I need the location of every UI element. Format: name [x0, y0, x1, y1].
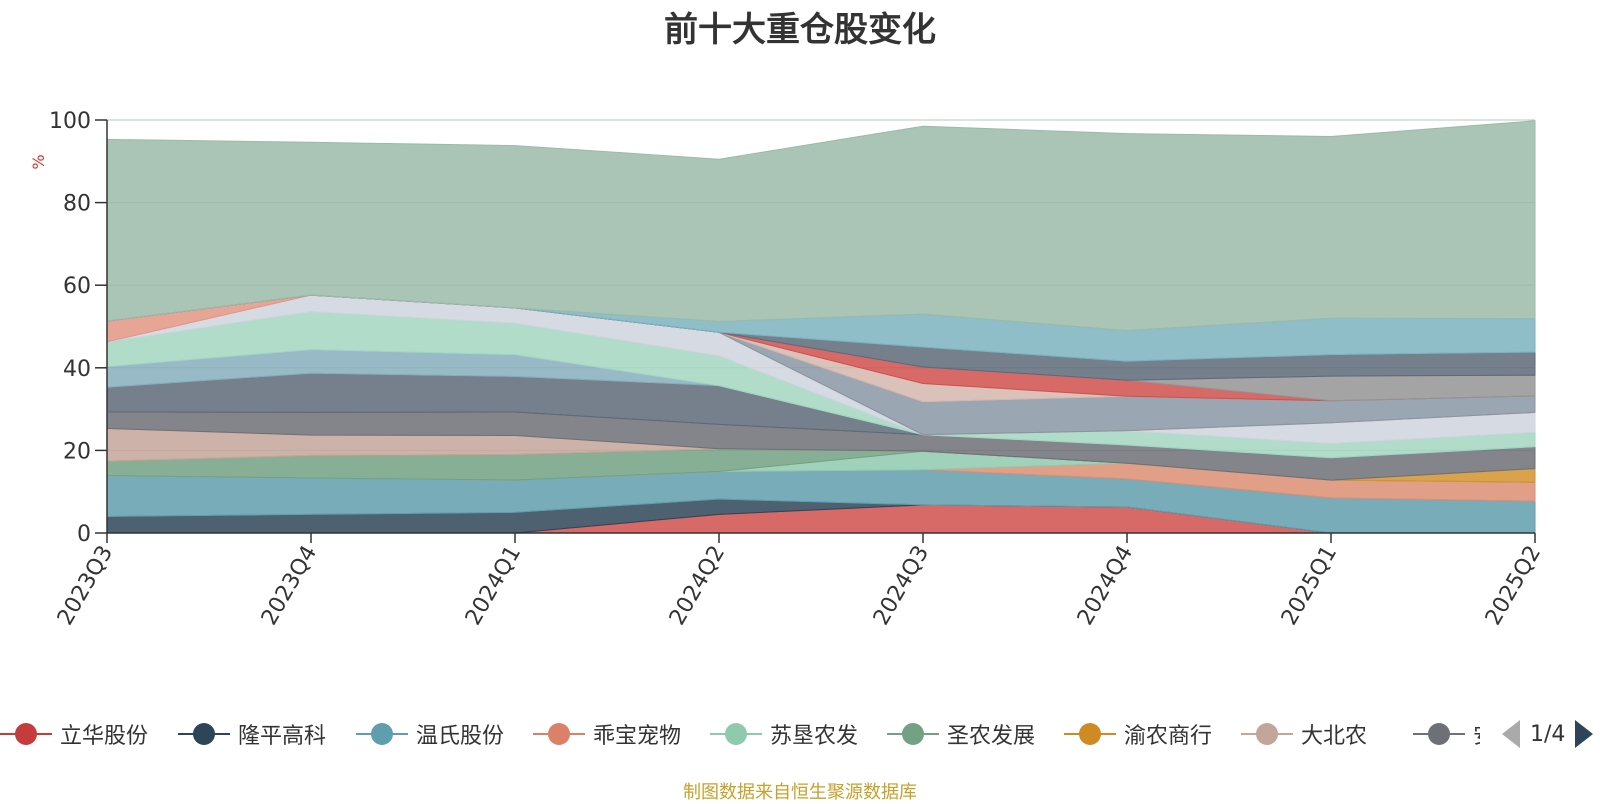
legend-pager: 1/4 — [1500, 714, 1595, 754]
y-tick-label: 40 — [63, 357, 91, 382]
y-axis-unit-label: % — [29, 154, 48, 169]
x-tick-label: 2023Q3 — [53, 542, 118, 630]
legend-item[interactable]: 立华股份 — [0, 714, 148, 754]
legend-label: 乖宝宠物 — [593, 724, 682, 749]
y-tick-label: 20 — [63, 439, 91, 464]
x-tick-label: 2023Q4 — [257, 542, 322, 630]
legend-item[interactable]: 隆平高科 — [178, 714, 326, 754]
x-tick-label: 2025Q1 — [1277, 542, 1342, 630]
legend-label: 立华股份 — [60, 724, 149, 749]
legend-label: 圣农发展 — [947, 724, 1036, 749]
area-series-20 — [106, 120, 1536, 332]
legend-label: 渝农商行 — [1124, 724, 1213, 749]
legend-item[interactable]: 乖宝宠物 — [533, 714, 681, 754]
legend-marker-icon — [1413, 723, 1465, 745]
prev-page-icon[interactable] — [1500, 718, 1522, 750]
x-tick-label: 2025Q2 — [1481, 542, 1546, 630]
legend-label: 大北农 — [1301, 724, 1368, 749]
y-tick-label: 60 — [63, 274, 91, 299]
x-tick-label: 2024Q4 — [1073, 542, 1138, 630]
legend-item[interactable]: 圣农发展 — [887, 714, 1035, 754]
legend-marker-icon — [356, 723, 408, 745]
legend-marker-icon — [887, 723, 939, 745]
y-tick-label: 80 — [63, 192, 91, 217]
legend-marker-icon — [710, 723, 762, 745]
legend-label: 温氏股份 — [416, 724, 505, 749]
legend-item[interactable]: 大北农 — [1241, 714, 1367, 754]
legend-marker-icon — [1241, 723, 1293, 745]
y-tick-label: 100 — [49, 109, 91, 134]
area-series-group — [106, 120, 1536, 534]
legend-items: 立华股份 隆平高科 温氏股份 乖宝宠物 苏垦农发 圣农发展 渝农商行 大北农 安琪酵母 — [0, 714, 1480, 754]
x-tick-label: 2024Q3 — [869, 542, 934, 630]
legend-label: 苏垦农发 — [770, 724, 859, 749]
x-tick-label: 2024Q2 — [665, 542, 730, 630]
legend-item[interactable]: 安琪酵母 — [1413, 714, 1480, 754]
legend-item[interactable]: 温氏股份 — [356, 714, 504, 754]
legend-marker-icon — [0, 723, 52, 745]
legend-label: 安琪酵母 — [1473, 718, 1480, 750]
legend-marker-icon — [1064, 723, 1116, 745]
legend-marker-icon — [178, 723, 230, 745]
legend-item[interactable]: 渝农商行 — [1064, 714, 1212, 754]
legend-item[interactable]: 苏垦农发 — [710, 714, 858, 754]
next-page-icon[interactable] — [1573, 718, 1595, 750]
x-tick-label: 2024Q1 — [461, 542, 526, 630]
y-tick-label: 0 — [77, 522, 91, 547]
legend-page-indicator: 1/4 — [1530, 721, 1566, 747]
chart-title: 前十大重仓股变化 — [664, 10, 936, 50]
legend-label: 隆平高科 — [238, 724, 327, 749]
legend: 立华股份 隆平高科 温氏股份 乖宝宠物 苏垦农发 圣农发展 渝农商行 大北农 安琪酵母 1/4 — [0, 714, 1600, 754]
legend-marker-icon — [533, 723, 585, 745]
data-source-note: 制图数据来自恒生聚源数据库 — [683, 782, 917, 803]
